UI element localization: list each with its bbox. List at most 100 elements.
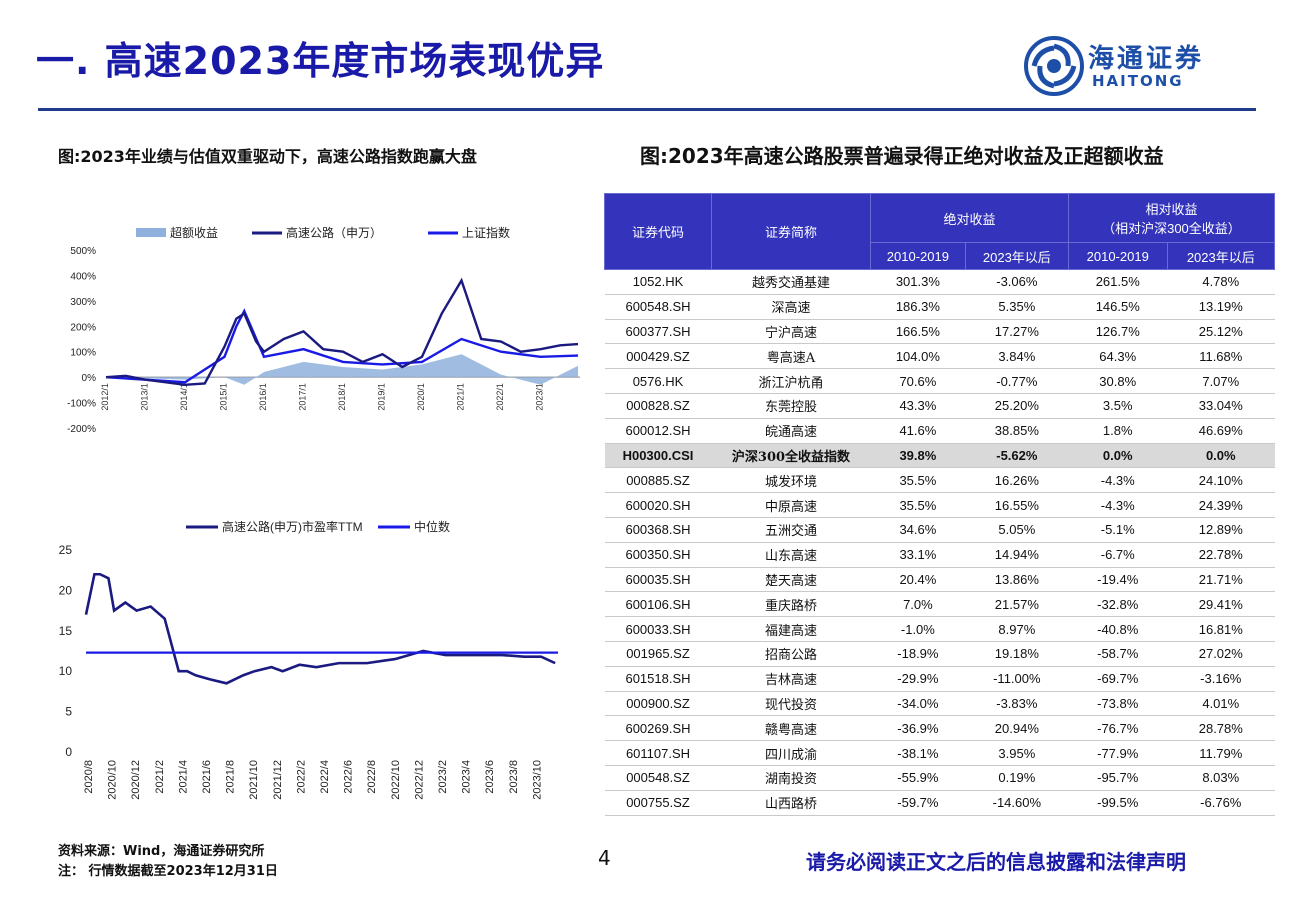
header-absolute: 绝对收益	[870, 193, 1069, 243]
table-row: 001965.SZ 招商公路 -18.9% 19.18% -58.7% 27.02%	[604, 641, 1275, 667]
table-cell: 8.97%	[965, 616, 1069, 642]
table-cell: 600269.SH	[604, 715, 712, 742]
table-cell: -6.76%	[1167, 790, 1275, 816]
x-tick-label: 2021/4	[177, 760, 189, 794]
table-cell: 35.5%	[870, 467, 966, 494]
table-cell: 17.27%	[965, 319, 1069, 345]
table-cell: 0.19%	[965, 765, 1069, 791]
table-row: 000548.SZ 湖南投资 -55.9% 0.19% -95.7% 8.03%	[604, 765, 1275, 791]
y-tick-label: 25	[59, 543, 73, 557]
x-tick-label: 2021/10	[248, 760, 260, 800]
x-tick-label: 2023/10	[531, 760, 543, 800]
y-tick-label: 100%	[70, 348, 96, 359]
series-line	[105, 308, 579, 384]
table-cell: -58.7%	[1068, 641, 1168, 667]
x-tick-label: 2021/12	[272, 760, 284, 800]
table-cell: H00300.CSI	[604, 443, 712, 469]
table-cell: 21.57%	[965, 591, 1069, 618]
table-row: 600035.SH 楚天高速 20.4% 13.86% -19.4% 21.71%	[604, 567, 1275, 593]
table-cell: 000755.SZ	[604, 790, 712, 816]
x-tick-label: 2012/1	[100, 383, 110, 411]
page-number: 4	[598, 846, 611, 870]
table-cell: -73.8%	[1068, 691, 1168, 717]
table-cell: -76.7%	[1068, 715, 1168, 742]
header-name: 证券简称	[711, 193, 871, 270]
table-cell: 山西路桥	[711, 790, 871, 816]
x-tick-label: 2023/2	[437, 760, 449, 794]
table-row: 000885.SZ 城发环境 35.5% 16.26% -4.3% 24.10%	[604, 467, 1275, 494]
table-cell: 重庆路桥	[711, 591, 871, 618]
table-cell: 25.12%	[1167, 319, 1275, 345]
y-tick-label: -100%	[67, 399, 96, 410]
table-cell: 3.84%	[965, 343, 1069, 370]
table-cell: 600368.SH	[604, 517, 712, 543]
table-row: 1052.HK 越秀交通基建 301.3% -3.06% 261.5% 4.78%	[604, 269, 1275, 295]
header-period-abs-2: 2023年以后	[964, 242, 1069, 270]
table-cell: 0.0%	[1068, 443, 1168, 469]
table-cell: -34.0%	[870, 691, 966, 717]
table-cell: 600035.SH	[604, 567, 712, 593]
table-cell: -40.8%	[1068, 616, 1168, 642]
legend-label: 中位数	[414, 519, 450, 534]
table-cell: 34.6%	[870, 517, 966, 543]
logo-text: 海通证券	[1088, 44, 1205, 74]
table-cell: 11.68%	[1167, 343, 1275, 370]
table-row: H00300.CSI 沪深300全收益指数 39.8% -5.62% 0.0% 0.0%	[604, 443, 1275, 469]
table-cell: -0.77%	[965, 368, 1069, 394]
x-tick-label: 2022/12	[413, 760, 425, 800]
table-cell: -14.60%	[965, 790, 1069, 816]
table-cell: -19.4%	[1068, 567, 1168, 593]
header-period-rel-1: 2010-2019	[1067, 242, 1168, 270]
table-cell: 600033.SH	[604, 616, 712, 642]
table-cell: -11.00%	[965, 666, 1069, 692]
table-cell: 33.04%	[1167, 393, 1275, 419]
table-cell: 赣粤高速	[711, 715, 871, 742]
y-tick-label: 5	[65, 705, 72, 719]
table-cell: 30.8%	[1068, 368, 1168, 394]
table-cell: 13.19%	[1167, 294, 1275, 320]
x-tick-label: 2021/1	[456, 383, 466, 411]
source-note: 资料来源：Wind，海通证券研究所	[58, 844, 265, 859]
y-tick-label: 200%	[70, 322, 96, 333]
legend-label: 上证指数	[462, 225, 510, 240]
table-cell: 41.6%	[870, 418, 966, 444]
table-cell: 29.41%	[1167, 591, 1275, 618]
table-cell: 楚天高速	[711, 567, 871, 593]
x-tick-label: 2023/8	[508, 760, 520, 794]
table-cell: -5.62%	[965, 443, 1069, 469]
table-cell: 24.10%	[1167, 467, 1275, 494]
table-cell: 四川成渝	[711, 740, 871, 766]
table-cell: 600020.SH	[604, 492, 712, 518]
table-cell: 7.07%	[1167, 368, 1275, 394]
table-cell: 1.8%	[1068, 418, 1168, 444]
series-line	[105, 277, 579, 386]
haitong-logo-icon	[1024, 36, 1084, 96]
table-cell: 3.5%	[1068, 393, 1168, 419]
table-cell: 28.78%	[1167, 715, 1275, 742]
table-cell: 600106.SH	[604, 591, 712, 618]
table-cell: 浙江沪杭甬	[711, 368, 871, 394]
x-tick-label: 2018/1	[337, 383, 347, 411]
table-cell: 福建高速	[711, 616, 871, 642]
table-cell: 8.03%	[1167, 765, 1275, 791]
x-tick-label: 2020/12	[130, 760, 142, 800]
table-cell: 1052.HK	[604, 269, 712, 295]
table-cell: 600350.SH	[604, 542, 712, 568]
table-row: 601107.SH 四川成渝 -38.1% 3.95% -77.9% 11.79%	[604, 740, 1275, 766]
x-tick-label: 2021/8	[225, 760, 237, 794]
table-cell: 70.6%	[870, 368, 966, 394]
page-title: 一. 高速2023年度市场表现优异	[36, 39, 605, 83]
header-period-abs-1: 2010-2019	[870, 242, 966, 270]
table-cell: 20.4%	[870, 567, 966, 593]
y-tick-label: 20	[59, 583, 73, 597]
header-divider	[38, 108, 1256, 111]
table-row: 600106.SH 重庆路桥 7.0% 21.57% -32.8% 29.41%	[604, 591, 1275, 618]
table-cell: 38.85%	[965, 418, 1069, 444]
table-cell: 深高速	[711, 294, 871, 320]
table-cell: -38.1%	[870, 740, 966, 766]
x-tick-label: 2019/1	[377, 383, 387, 411]
x-tick-label: 2021/6	[201, 760, 213, 794]
right-figure-caption: 图:2023年高速公路股票普遍录得正绝对收益及正超额收益	[640, 144, 1164, 168]
x-tick-label: 2017/1	[298, 383, 308, 411]
table-cell: 261.5%	[1068, 269, 1168, 295]
